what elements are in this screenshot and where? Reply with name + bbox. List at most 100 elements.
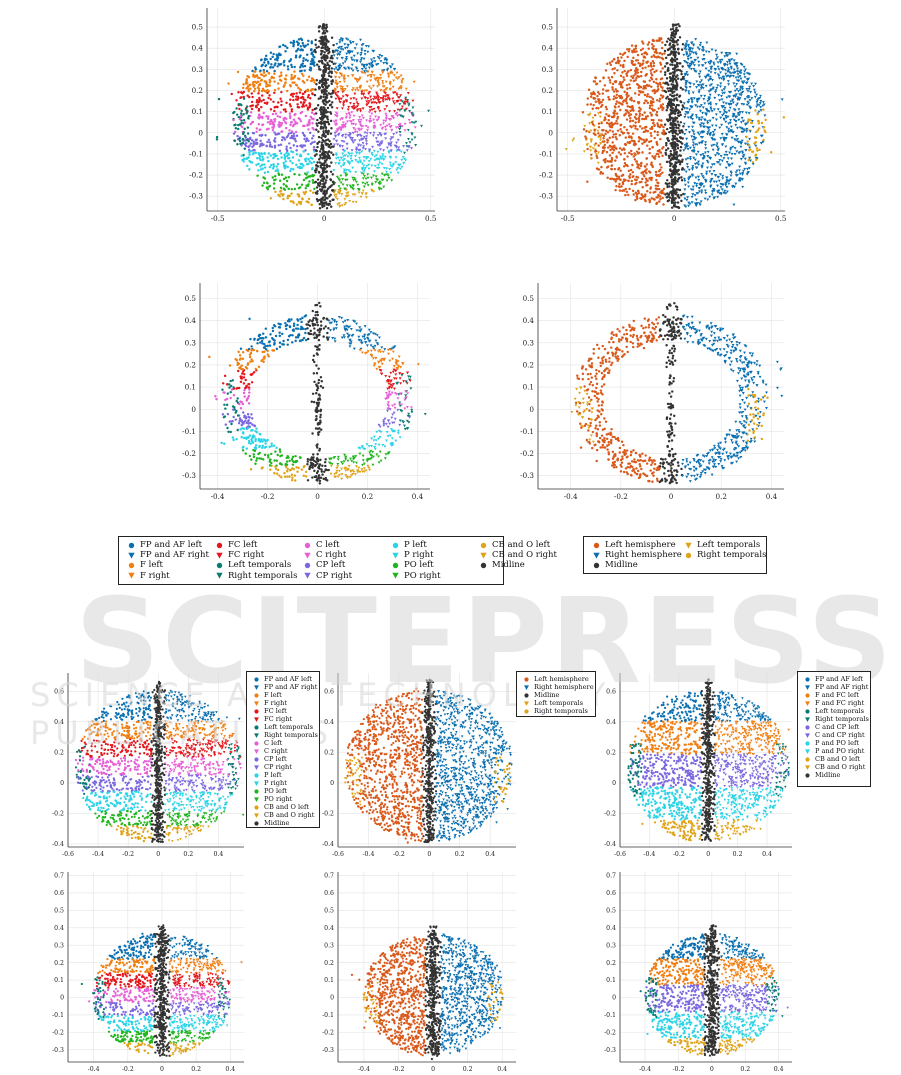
legend-label: Left temporals <box>815 707 864 715</box>
circle-marker-icon <box>254 708 259 714</box>
y-tick-label: 0.4 <box>185 316 197 325</box>
y-tick-label: -0.1 <box>539 149 553 158</box>
y-tick-label: -0.1 <box>322 1012 334 1019</box>
legend-label: Midline <box>534 691 559 699</box>
y-tick-label: -0.4 <box>322 841 334 848</box>
triangle-marker-icon <box>805 684 810 690</box>
y-tick-label: 0.4 <box>606 925 616 932</box>
scatter-plot-b1: -0.6 -0.4 -0.2 0 0.2 0.4 -0.4 -0.2 0 0.2 0.4 0.6 <box>52 673 245 858</box>
y-tick-label: 0.1 <box>523 383 534 392</box>
y-tick-label: -0.2 <box>189 171 203 180</box>
triangle-marker-icon <box>254 812 259 818</box>
legend-hemispheres-bottom: Left hemisphere Right hemisphere Midline Le… <box>516 671 596 717</box>
x-tick-label: -0.6 <box>614 851 626 858</box>
triangle-marker-icon <box>254 684 259 690</box>
x-tick-label: 0.4 <box>225 1066 235 1073</box>
legend-label: Right temporals <box>815 715 869 723</box>
legend-entry: P right <box>253 779 287 787</box>
y-tick-label: 0.2 <box>185 360 196 369</box>
legend-entry: FP and AF left <box>253 675 312 683</box>
legend-regions-bottom: FP and AF left FP and AF right F left F rig… <box>246 671 320 828</box>
legend-label: FC left <box>264 707 287 715</box>
legend-label: Midline <box>492 560 525 570</box>
circle-marker-icon <box>685 552 692 558</box>
legend-label: P and PO right <box>815 747 864 755</box>
legend-label: C and CP right <box>815 731 865 739</box>
triangle-marker-icon <box>805 716 810 722</box>
circle-marker-icon <box>480 562 487 569</box>
scatter-points <box>208 301 427 485</box>
circle-marker-icon <box>254 756 259 762</box>
legend-entry: P right <box>391 550 434 560</box>
legend-label: FP and AF right <box>264 683 317 691</box>
y-tick-label: 0 <box>330 780 334 787</box>
circle-marker-icon <box>254 692 259 698</box>
legend-entry: Left hemisphere <box>523 675 589 683</box>
x-tick-label: 0 <box>710 1066 714 1073</box>
legend-label: F left <box>140 560 163 570</box>
y-tick-label: 0.5 <box>54 908 64 915</box>
y-tick-label: 0.4 <box>324 719 334 726</box>
legend-label: CB and O left <box>492 540 550 550</box>
y-tick-label: 0.1 <box>606 977 616 984</box>
legend-label: C left <box>316 540 340 550</box>
x-tick-label: 0.2 <box>740 1066 750 1073</box>
legend-label: PO right <box>264 795 292 803</box>
y-tick-label: 0.1 <box>192 107 203 116</box>
triangle-marker-icon <box>805 764 810 770</box>
circle-marker-icon <box>392 542 399 548</box>
scatter-points <box>343 678 513 844</box>
circle-marker-icon <box>593 562 600 569</box>
triangle-marker-icon <box>304 552 311 559</box>
x-tick-label: -0.4 <box>362 851 374 858</box>
y-tick-label: 0.4 <box>542 44 554 53</box>
legend-label: Left temporals <box>697 540 760 550</box>
circle-marker-icon <box>805 692 810 698</box>
legend-label: CP right <box>316 571 352 581</box>
legend-label: Left temporals <box>228 560 291 570</box>
y-tick-label: -0.1 <box>182 427 196 436</box>
circle-marker-icon <box>304 562 311 569</box>
legend-entry: Right temporals <box>684 550 766 560</box>
legend-label: PO left <box>264 787 287 795</box>
legend-label: CB and O right <box>815 763 865 771</box>
y-tick-label: 0.3 <box>54 942 64 949</box>
scatter-plot-b3: -0.6 -0.4 -0.2 0 0.2 0.4 -0.4 -0.2 0 0.2 0.4 0.6 <box>604 673 792 858</box>
legend-entry: P left <box>253 771 282 779</box>
legend-entry: CB and O right <box>804 763 865 771</box>
x-tick-label: 0 <box>706 851 710 858</box>
legend-label: C left <box>264 739 282 747</box>
legend-entry: PO left <box>391 560 434 570</box>
scatter-points <box>350 925 504 1061</box>
x-tick-label: 0.2 <box>733 851 743 858</box>
legend-label: CB and O left <box>815 755 860 763</box>
y-tick-label: -0.2 <box>52 1030 64 1037</box>
x-tick-label: -0.2 <box>393 1066 405 1073</box>
legend-label: F and FC left <box>815 691 859 699</box>
legend-entry: Midline <box>253 819 289 827</box>
circle-marker-icon <box>254 676 259 682</box>
legend-regions-top: FP and AF left FP and AF right F left F rig… <box>118 536 557 585</box>
y-tick-label: -0.3 <box>322 1047 334 1054</box>
y-tick-label: 0.3 <box>185 338 197 347</box>
y-tick-label: -0.2 <box>322 811 334 818</box>
legend-entry: Left temporals <box>523 699 583 707</box>
circle-marker-icon <box>805 676 810 682</box>
x-tick-label: 0.2 <box>362 492 373 501</box>
y-tick-label: 0.1 <box>542 107 553 116</box>
y-tick-label: 0.5 <box>324 908 334 915</box>
y-tick-label: 0.6 <box>606 688 616 695</box>
x-tick-label: -0.5 <box>211 214 225 223</box>
triangle-marker-icon <box>685 542 692 549</box>
y-tick-label: -0.4 <box>52 841 64 848</box>
y-tick-label: 0.6 <box>324 890 334 897</box>
legend-entry: PO right <box>391 571 441 581</box>
x-tick-label: -0.2 <box>393 851 405 858</box>
y-tick-label: 0.2 <box>324 960 334 967</box>
legend-merged-regions-bottom: FP and AF left FP and AF right F and FC le… <box>797 671 871 787</box>
x-tick-label: 0 <box>427 851 431 858</box>
scatter-points <box>570 301 784 485</box>
x-tick-label: -0.4 <box>639 1066 651 1073</box>
legend-entry: F and FC right <box>804 699 864 707</box>
scatter-points <box>74 680 245 844</box>
